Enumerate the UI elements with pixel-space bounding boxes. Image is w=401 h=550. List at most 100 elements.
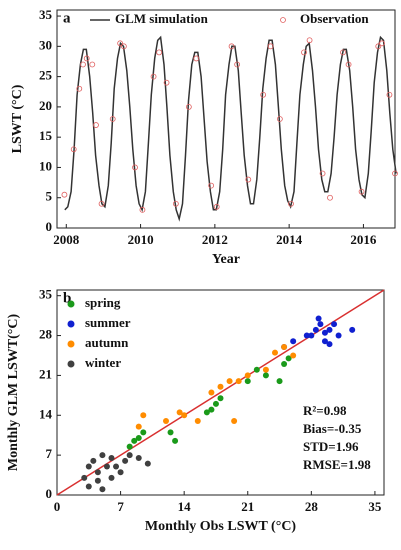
data-point [245,176,252,183]
data-point [213,203,220,210]
data-point [103,463,110,470]
data-point [90,457,97,464]
data-point [303,332,310,339]
data-point [83,55,90,62]
data-point [281,343,288,350]
x-axis-label: Year [212,252,240,267]
x-tick-label: 2016 [350,232,377,247]
data-point [108,454,115,461]
data-point [120,43,127,50]
x-tick-label: 2012 [202,232,228,247]
data-point [109,116,116,122]
data-point [272,349,278,356]
data-point [122,457,129,464]
data-point [301,49,307,56]
data-point [321,338,328,345]
data-point [228,43,235,50]
data-point [76,85,83,92]
y-axis-label: Monthly GLM LSWT(°C) [6,314,21,472]
legend-swatch [67,300,75,308]
data-point [203,409,210,416]
data-point [212,400,219,407]
data-point [321,329,328,336]
legend-label: winter [85,355,121,370]
y-tick-label: 15 [39,128,53,143]
x-tick-label: 2010 [128,232,154,247]
annotation: R²=0.98 [303,403,347,418]
data-point [181,412,188,419]
data-point [98,200,105,207]
data-point [176,409,183,416]
data-point [172,437,179,444]
legend-label: summer [85,315,131,330]
data-point [253,366,260,373]
data-point [285,355,292,362]
y-tick-label: 5 [46,189,53,204]
x-tick-label: 2008 [53,232,80,247]
y-tick-label: 21 [39,366,52,381]
y-tick-label: 20 [39,98,52,113]
data-point [208,406,215,413]
annotation: Bias=-0.35 [303,421,362,436]
data-point [358,188,365,195]
data-point [163,79,170,86]
data-point [262,372,269,379]
data-point [267,43,274,50]
data-point [331,321,338,328]
data-point [217,395,224,402]
x-tick-label: 0 [54,499,61,514]
data-point [217,383,224,390]
data-point [139,206,146,213]
y-tick-label: 10 [39,158,52,173]
data-point [288,200,294,207]
data-point [99,452,106,459]
data-point [234,61,241,68]
data-point [61,191,68,198]
data-point [185,103,192,110]
data-point [340,49,346,56]
x-axis-label: Monthly Obs LSWT (°C) [145,519,297,534]
data-point [231,417,238,424]
data-point [326,341,333,348]
data-point [226,378,233,385]
plot-frame [56,289,385,496]
x-tick-label: 2014 [276,232,303,247]
data-point [94,469,101,476]
data-point [386,91,393,98]
data-point [93,122,99,128]
legend-label: autumn [85,335,129,350]
y-tick-label: 7 [46,446,53,461]
data-point [126,452,133,459]
data-point [276,378,283,385]
panel-label: a [63,10,71,26]
legend-swatch [280,17,286,23]
data-point [260,91,267,98]
y-axis-label: LSWT (°C) [10,84,25,153]
data-point [80,61,86,68]
y-tick-label: 35 [39,287,53,302]
legend-swatch [67,360,75,368]
x-tick-label: 7 [117,499,124,514]
y-tick-label: 0 [46,486,53,501]
data-point [163,417,169,424]
data-point [135,423,142,430]
data-point [135,435,142,442]
plot-frame [56,9,396,229]
data-point [172,200,179,207]
data-point [319,170,326,177]
legend-label: spring [85,295,121,310]
data-point [244,378,251,385]
legend-swatch [67,320,75,328]
x-tick-label: 28 [305,499,319,514]
data-point [150,73,157,80]
data-point [317,321,324,328]
data-point [126,443,133,450]
data-point [392,170,398,177]
y-tick-label: 25 [39,68,53,83]
data-point [113,463,120,470]
data-point [312,326,319,333]
y-tick-label: 35 [39,7,53,22]
x-tick-label: 14 [178,499,192,514]
data-point [326,326,333,333]
